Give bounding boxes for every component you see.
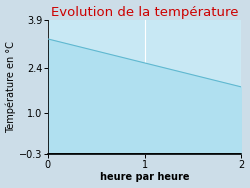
X-axis label: heure par heure: heure par heure	[100, 172, 189, 182]
Title: Evolution de la température: Evolution de la température	[51, 6, 238, 19]
Y-axis label: Température en °C: Température en °C	[6, 41, 16, 133]
